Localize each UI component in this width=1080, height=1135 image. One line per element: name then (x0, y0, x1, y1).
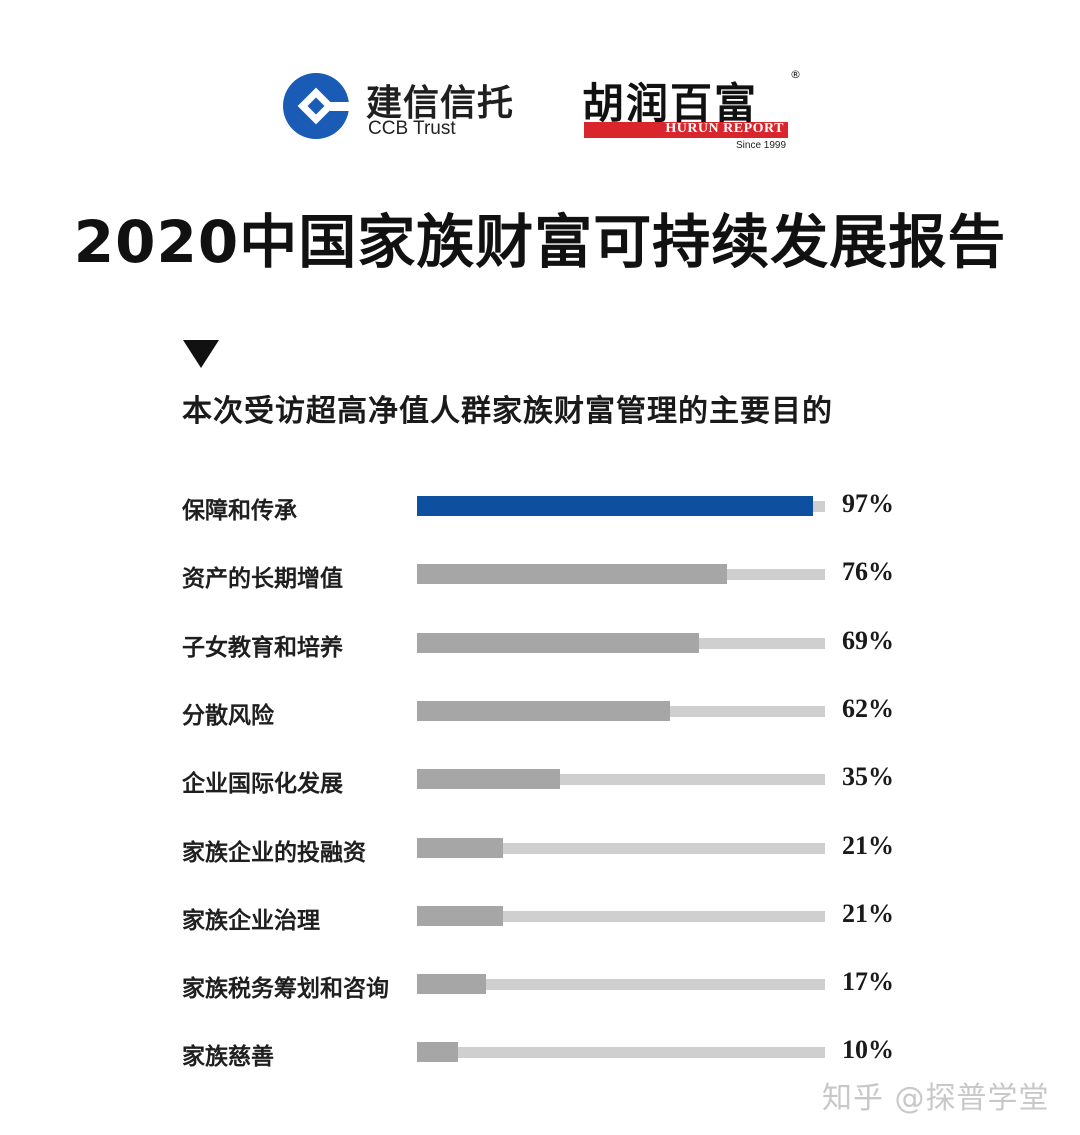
bar-row: 子女教育和培养 69% (0, 624, 1080, 664)
ccb-trust-logo-icon (283, 73, 350, 139)
hurun-since-text: Since 1999 (736, 140, 787, 151)
bar-row: 资产的长期增值 76% (0, 555, 1080, 595)
bar-track (417, 843, 825, 854)
ccb-logo-text-cn: 建信信托 (366, 83, 515, 124)
hurun-report-banner: HURUN REPORT (584, 121, 788, 138)
bar-fill (417, 701, 670, 721)
bar-row: 保障和传承 97% (0, 487, 1080, 527)
bar-label: 分散风险 (182, 703, 274, 729)
registered-mark: ® (790, 68, 801, 81)
bar-label: 企业国际化发展 (182, 771, 343, 797)
bar-label: 家族企业的投融资 (182, 840, 366, 866)
bar-fill (417, 974, 486, 994)
bar-track (417, 911, 825, 922)
bar-fill (417, 1042, 458, 1062)
bar-label: 家族慈善 (182, 1044, 274, 1070)
bar-value: 21% (842, 899, 894, 928)
bar-value: 76% (842, 557, 894, 586)
bar-label: 家族税务筹划和咨询 (182, 976, 389, 1002)
bar-row: 家族慈善 10% (0, 1033, 1080, 1073)
chart-title: 本次受访超高净值人群家族财富管理的主要目的 (182, 394, 833, 429)
bar-track (417, 979, 825, 990)
bar-track (417, 1047, 825, 1058)
bar-value: 69% (842, 626, 894, 655)
triangle-down-icon (183, 340, 219, 368)
bar-value: 10% (842, 1035, 894, 1064)
bar-fill (417, 769, 560, 789)
hurun-logo-text-en: HURUN REPORT (665, 121, 784, 136)
bar-label: 子女教育和培养 (182, 635, 343, 661)
bar-track (417, 774, 825, 785)
bar-row: 分散风险 62% (0, 692, 1080, 732)
bar-row: 家族企业的投融资 21% (0, 829, 1080, 869)
bar-value: 35% (842, 762, 894, 791)
bar-value: 17% (842, 967, 894, 996)
logo-bar: 建信信托 CCB Trust 胡润百富 ® HURUN REPORT Since… (280, 66, 820, 156)
bar-row: 家族企业治理 21% (0, 897, 1080, 937)
bar-label: 家族企业治理 (182, 908, 320, 934)
bar-value: 62% (842, 694, 894, 723)
bar-row: 企业国际化发展 35% (0, 760, 1080, 800)
bar-value: 21% (842, 831, 894, 860)
bar-fill (417, 633, 699, 653)
ccb-logo-text-en: CCB Trust (368, 118, 456, 139)
bar-value: 97% (842, 489, 894, 518)
bar-label: 保障和传承 (182, 498, 297, 524)
watermark: 知乎 @探普学堂 (822, 1081, 1050, 1116)
bar-fill (417, 496, 813, 516)
bar-fill (417, 906, 503, 926)
bar-fill (417, 564, 727, 584)
bar-label: 资产的长期增值 (182, 566, 343, 592)
report-title: 2020中国家族财富可持续发展报告 (73, 208, 1007, 276)
bar-row: 家族税务筹划和咨询 17% (0, 965, 1080, 1005)
bar-fill (417, 838, 503, 858)
hurun-logo-text-cn: 胡润百富 (582, 79, 759, 128)
